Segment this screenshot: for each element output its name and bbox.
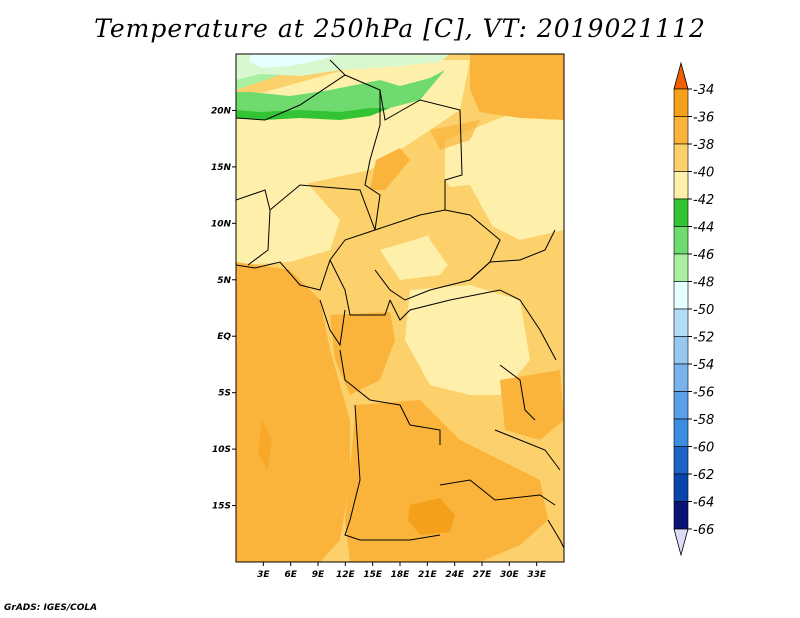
colorbar-label: -40: [693, 166, 714, 181]
colorbar-swatch: [673, 391, 689, 420]
lon-tick-label: 30E: [500, 570, 520, 580]
colorbar-swatch: [673, 418, 689, 447]
colorbar-label: -44: [693, 221, 714, 236]
colorbar-swatch: [673, 446, 689, 475]
colorbar-label: -42: [693, 193, 714, 208]
longitude-axis: 3E 6E 9E 12E 15E 18E 21E 24E 27E 30E 33E: [257, 562, 547, 580]
lon-tick-label: 9E: [312, 570, 325, 580]
colorbar-label: -46: [693, 248, 714, 263]
temperature-field: [236, 54, 564, 562]
lat-tick-label: 15S: [212, 502, 231, 512]
colorbar-swatch: [673, 143, 689, 172]
colorbar-label: -50: [693, 303, 714, 318]
colorbar-top-arrow: [673, 61, 689, 90]
colorbar-label: -52: [693, 331, 714, 346]
colorbar-swatch: [673, 336, 689, 365]
colorbar-label: -34: [693, 83, 714, 98]
colorbar-swatch: [673, 473, 689, 502]
colorbar-label: -60: [693, 441, 714, 456]
lon-tick-label: 6E: [284, 570, 297, 580]
lon-tick-label: 3E: [257, 570, 270, 580]
colorbar-label: -48: [693, 276, 714, 291]
lon-tick-label: 12E: [336, 570, 356, 580]
lon-tick-label: 18E: [391, 570, 411, 580]
lon-tick-label: 15E: [363, 570, 383, 580]
lat-tick-label: 15N: [211, 163, 232, 173]
lat-tick-label: 10S: [212, 445, 231, 455]
colorbar-label: -62: [693, 468, 714, 483]
colorbar-swatch: [673, 253, 689, 282]
colorbar-swatch: [673, 198, 689, 227]
colorbar-label: -38: [693, 138, 714, 153]
colorbar-swatch: [673, 308, 689, 337]
colorbar: -34 -36 -38 -40 -42 -44 -46 -48 -50 -52 -54 -56 -58 -…: [673, 61, 714, 557]
colorbar-swatch: [673, 363, 689, 392]
lon-tick-label: 21E: [418, 570, 438, 580]
colorbar-swatch: [673, 171, 689, 200]
colorbar-swatch: [673, 226, 689, 255]
lon-tick-label: 33E: [527, 570, 547, 580]
colorbar-swatch: [673, 281, 689, 310]
colorbar-label: -56: [693, 386, 714, 401]
lat-tick-label: 20N: [211, 106, 232, 116]
lat-tick-label: 5N: [217, 276, 231, 286]
colorbar-label: -54: [693, 358, 714, 373]
latitude-axis: 20N 15N 10N 5N EQ 5S 10S 15S: [211, 106, 236, 512]
colorbar-swatch: [673, 88, 689, 117]
lat-tick-label: EQ: [217, 332, 231, 342]
colorbar-swatch: [673, 116, 689, 145]
lat-tick-label: 5S: [218, 389, 231, 399]
colorbar-label: -66: [693, 523, 714, 538]
chart-title: Temperature at 250hPa [C], VT: 201902111…: [94, 14, 706, 43]
country-borders: [236, 59, 564, 549]
lon-tick-label: 27E: [473, 570, 493, 580]
colorbar-label: -58: [693, 413, 714, 428]
lon-tick-label: 24E: [445, 570, 465, 580]
colorbar-label: -36: [693, 111, 714, 126]
colorbar-swatch: [673, 501, 689, 530]
credit-label: GrADS: IGES/COLA: [4, 603, 98, 613]
colorbar-label: -64: [693, 496, 714, 511]
colorbar-bottom-arrow: [673, 528, 689, 557]
lat-tick-label: 10N: [211, 219, 232, 229]
